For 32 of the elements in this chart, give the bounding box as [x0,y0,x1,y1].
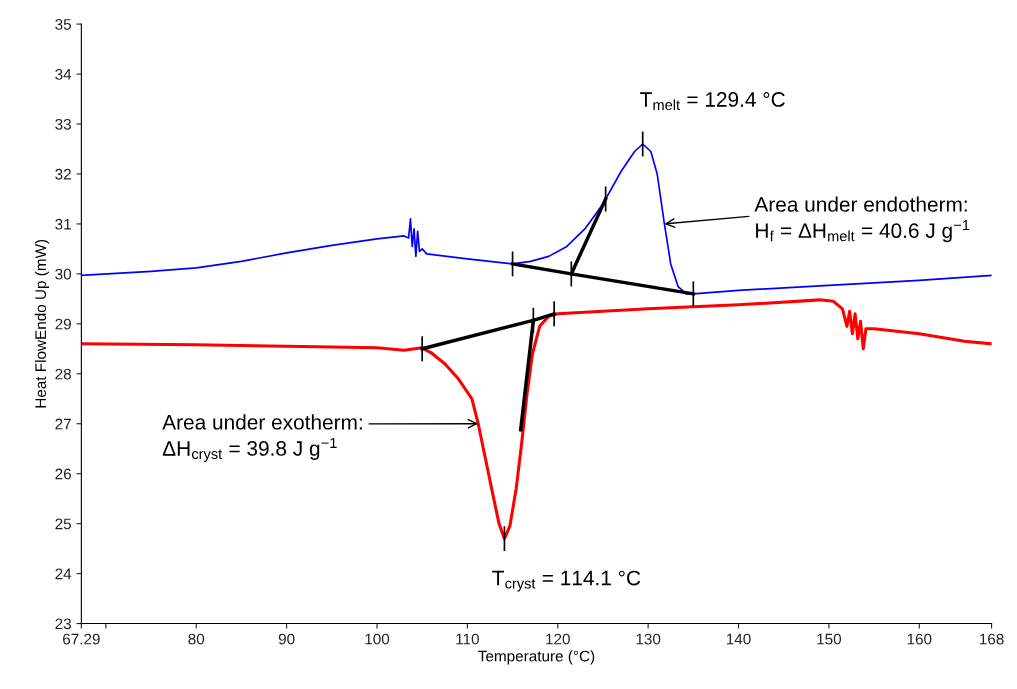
y-tick-label: 25 [55,518,71,530]
annotation: Area under endotherm: [754,196,967,212]
y-tick-label: 32 [55,168,71,180]
y-tick-label: 27 [55,418,71,430]
x-tick-label: 168 [980,633,1004,645]
x-tick-label: 160 [907,633,932,645]
x-axis-title: Temperature (°C) [478,650,595,665]
x-tick-label: 110 [456,633,479,645]
y-tick-label: 29 [55,318,71,330]
x-tick-label: 90 [278,633,295,645]
x-tick-label: 140 [726,633,751,645]
x-tick-label: 100 [365,633,390,645]
y-tick-label: 30 [55,268,72,280]
x-tick-label: 150 [817,633,842,645]
y-tick-label: 35 [55,18,71,30]
y-tick-label: 26 [55,468,71,480]
y-tick-label: 31 [55,218,71,230]
y-tick-label: 28 [55,368,71,380]
y-tick-label: 24 [55,568,72,580]
annotation: H$_{f}$ = ΔH$_{melt}$ = 40.6 J g$^{−1}$ [756,220,970,243]
y-tick-label: 33 [55,118,71,130]
x-tick-label: 67.29 [63,633,100,645]
annotation: ΔH$_{cryst}$ = 39.8 J g$^{−1}$ [162,437,337,462]
x-tick-label: 130 [636,633,661,645]
y-tick-label: 34 [55,68,72,80]
y-axis-title: Heat FlowEndo Up (mW) [34,239,50,408]
annotation: T$_{melt}$ = 129.4 °C [640,92,785,111]
x-tick-label: 80 [188,633,205,645]
annotation: Area under exotherm: [162,414,362,430]
y-tick-label: 23 [55,618,71,630]
x-tick-label: 120 [546,633,570,645]
annotation: T$_{cryst}$ = 114.1 °C [492,570,641,592]
